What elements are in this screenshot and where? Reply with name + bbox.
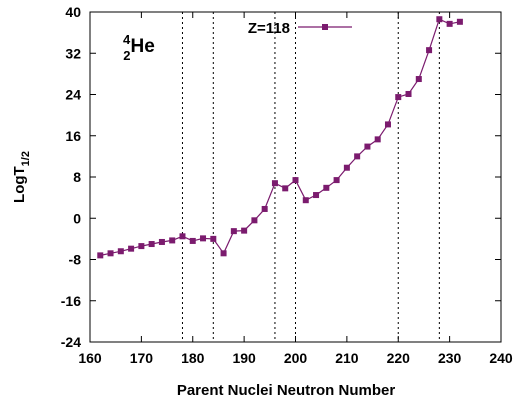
y-tick-label: -8	[69, 252, 82, 268]
data-point	[364, 143, 371, 150]
nuclide-charge-number: 2	[123, 48, 130, 63]
data-point	[117, 248, 124, 255]
x-tick-label: 180	[181, 350, 205, 366]
data-point	[395, 94, 402, 101]
data-point	[323, 184, 330, 191]
data-point	[210, 235, 217, 242]
plot-frame	[89, 11, 502, 343]
data-point	[97, 252, 104, 259]
data-point	[302, 197, 309, 204]
data-point	[436, 16, 443, 23]
data-point	[189, 237, 196, 244]
data-point	[251, 217, 258, 224]
data-point	[169, 237, 176, 244]
y-axis-title: LogT1/2	[11, 151, 32, 203]
y-tick-label: 16	[65, 128, 81, 144]
y-axis-title-subscript: 1/2	[20, 151, 32, 166]
x-tick-label: 160	[78, 350, 102, 366]
y-tick-label: 0	[73, 210, 81, 226]
legend: Z=118	[248, 20, 352, 37]
x-tick-label: 190	[232, 350, 256, 366]
data-point	[343, 164, 350, 171]
y-tick-label: 40	[65, 4, 81, 20]
nuclide-mass-number: 4	[123, 32, 131, 47]
x-tick-label: 210	[335, 350, 359, 366]
data-point	[374, 136, 381, 143]
data-point	[282, 185, 289, 192]
data-point	[179, 233, 186, 240]
data-point	[446, 20, 453, 27]
x-axis: 160 170 180 190 200 210 220 230 240	[78, 12, 513, 366]
data-point	[333, 177, 340, 184]
y-tick-label: 24	[65, 87, 81, 103]
data-point	[241, 227, 248, 234]
data-point	[271, 180, 278, 187]
legend-label: Z=118	[248, 20, 290, 37]
series-layer	[97, 16, 463, 259]
x-tick-label: 240	[489, 350, 513, 366]
data-point	[230, 228, 237, 235]
nuclide-symbol: He	[130, 36, 154, 57]
data-point	[220, 250, 227, 257]
data-point	[384, 121, 391, 128]
data-point	[200, 235, 207, 242]
data-point	[415, 76, 422, 83]
data-point	[138, 243, 145, 250]
legend-marker-sample	[322, 24, 328, 30]
data-point	[107, 250, 114, 257]
nuclide-annotation: 4 2He	[123, 32, 155, 63]
data-point	[313, 192, 320, 199]
data-point	[128, 245, 135, 252]
x-tick-label: 200	[284, 350, 308, 366]
y-tick-label: -16	[61, 293, 81, 309]
data-point	[292, 177, 299, 184]
data-point	[261, 205, 268, 212]
data-point	[456, 18, 463, 25]
x-tick-label: 170	[130, 350, 154, 366]
data-point	[158, 238, 165, 245]
y-tick-label: 8	[73, 169, 81, 185]
data-point	[405, 90, 412, 97]
data-point	[148, 241, 155, 248]
vertical-reference-lines	[181, 12, 440, 342]
y-tick-label: -24	[61, 334, 81, 350]
y-tick-label: 32	[65, 45, 81, 61]
data-point	[426, 47, 433, 54]
y-axis: -24 -16 -8 0 8 16 24 32 40	[61, 4, 501, 350]
data-point	[354, 153, 361, 160]
x-tick-label: 220	[387, 350, 411, 366]
x-axis-title: Parent Nuclei Neutron Number	[177, 382, 396, 399]
x-tick-label: 230	[438, 350, 462, 366]
y-axis-title-main: LogT	[11, 166, 28, 203]
